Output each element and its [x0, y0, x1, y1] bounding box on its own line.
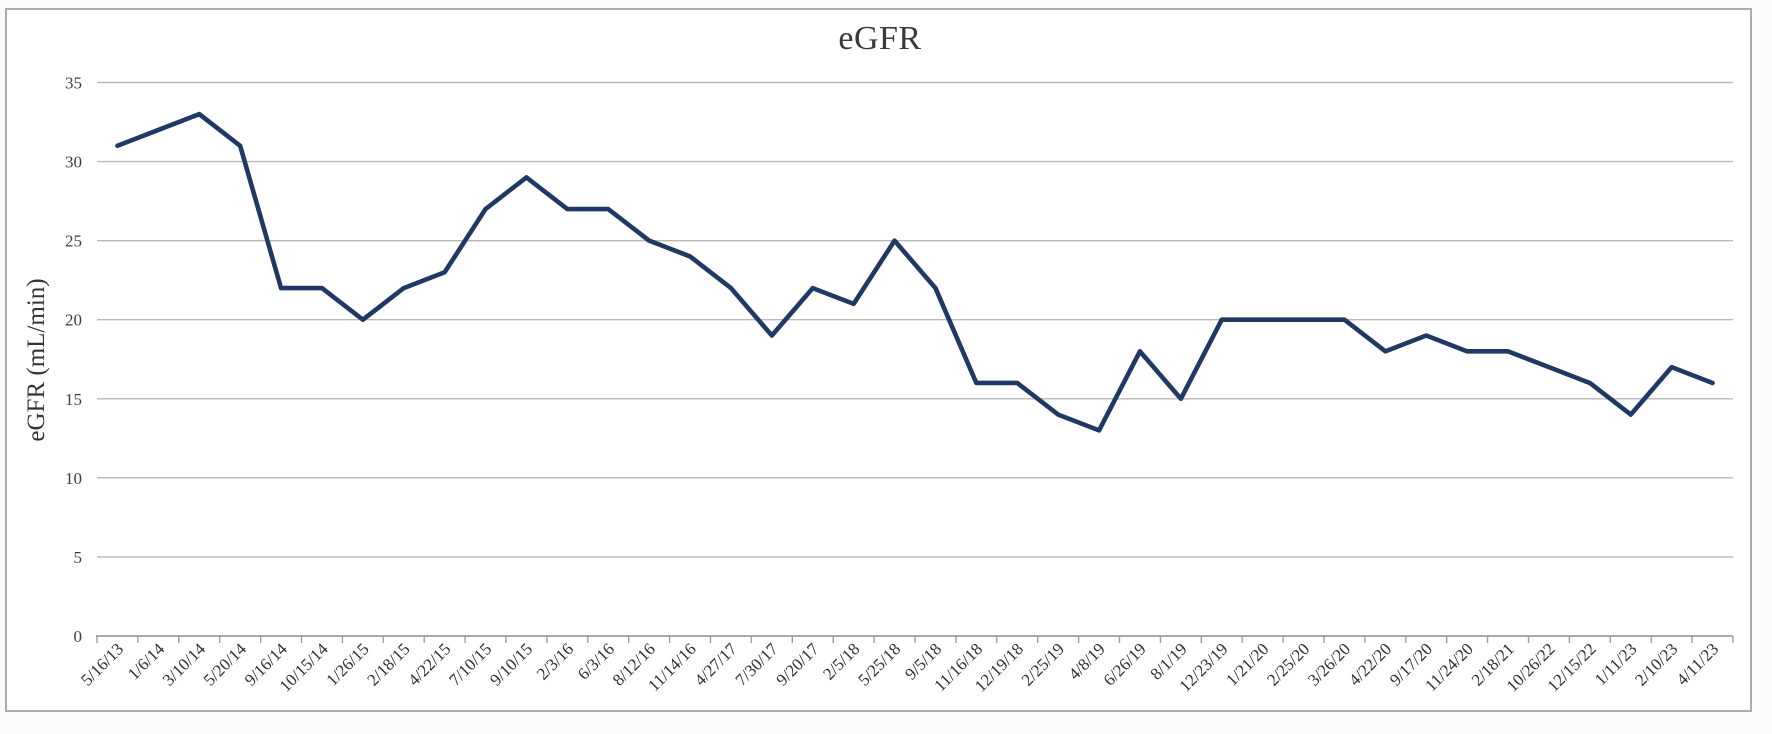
x-tick-label: 2/3/16 — [533, 639, 577, 683]
y-tick-label: 15 — [65, 390, 82, 409]
y-tick-label: 10 — [65, 469, 82, 488]
x-tick-label: 4/22/15 — [404, 639, 454, 689]
egfr-trend-line — [115, 111, 1715, 433]
axes-group — [96, 635, 1734, 643]
x-tick-label: 7/10/15 — [445, 639, 495, 689]
x-tick-label: 7/30/17 — [732, 639, 783, 690]
x-tick-label: 3/10/14 — [159, 639, 210, 690]
x-tick-label: 9/20/17 — [772, 639, 823, 690]
x-tick-label: 3/26/20 — [1304, 639, 1354, 689]
x-tick-label: 5/25/18 — [854, 639, 904, 689]
y-tick-label: 20 — [65, 311, 82, 330]
x-tick-labels-group: 5/16/131/6/143/10/145/20/149/16/1410/15/… — [77, 639, 1722, 696]
x-tick-label: 2/10/23 — [1631, 639, 1681, 689]
x-tick-label: 2/25/19 — [1018, 639, 1068, 689]
x-tick-label: 2/25/20 — [1263, 639, 1313, 689]
x-tick-label: 9/10/15 — [486, 639, 536, 689]
x-tick-label: 4/22/20 — [1345, 639, 1395, 689]
chart-frame — [5, 8, 1752, 712]
x-tick-label: 1/26/15 — [323, 639, 373, 689]
x-tick-label: 4/11/23 — [1673, 639, 1723, 689]
y-tick-label: 5 — [74, 548, 83, 567]
y-tick-label: 0 — [74, 627, 83, 646]
y-tick-labels-group: 0 5 10 15 20 25 30 35 — [65, 74, 82, 647]
x-tick-label: 6/26/19 — [1100, 639, 1150, 689]
chart-title: eGFR — [838, 20, 922, 57]
x-tick-label: 5/20/14 — [200, 639, 251, 690]
x-tick-label: 4/27/17 — [691, 639, 742, 690]
y-tick-label: 35 — [65, 74, 82, 93]
x-tick-label: 2/18/15 — [363, 639, 413, 689]
gridlines-group — [97, 81, 1733, 558]
x-tick-label: 1/11/23 — [1591, 639, 1641, 689]
y-tick-label: 25 — [65, 232, 82, 251]
x-tick-label: 5/16/13 — [77, 639, 127, 689]
series-group — [115, 111, 1715, 433]
y-tick-label: 30 — [65, 153, 82, 172]
x-tick-label: 1/21/20 — [1222, 639, 1272, 689]
